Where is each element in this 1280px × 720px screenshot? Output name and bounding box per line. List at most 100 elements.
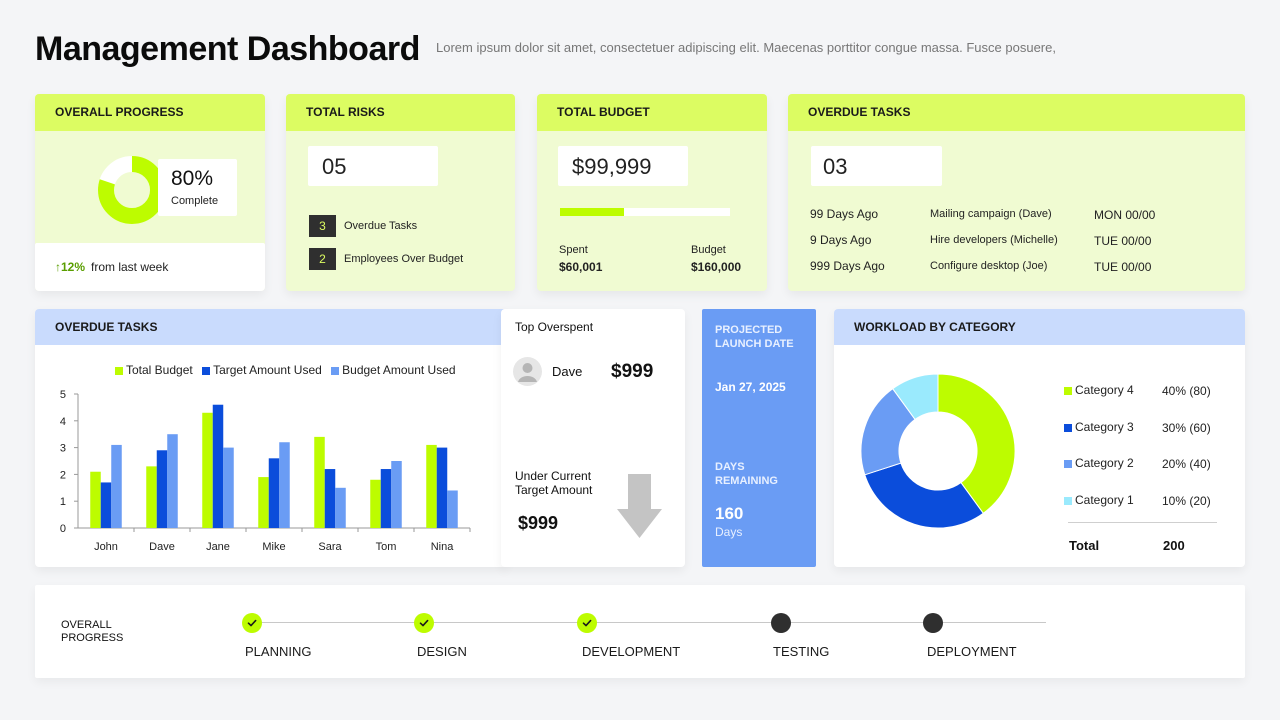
workload-title: WORKLOAD BY CATEGORY — [834, 309, 1245, 345]
step-complete-icon — [414, 613, 434, 633]
chart-legend: Total Budget Target Amount Used Budget A… — [115, 363, 456, 377]
timeline-card: OVERALL PROGRESS PLANNING DESIGN DEVELOPME… — [35, 585, 1245, 678]
arrow-down-icon — [617, 474, 662, 538]
workload-card: WORKLOAD BY CATEGORY Category 4 40% (80) C… — [834, 309, 1245, 567]
bar — [279, 442, 290, 528]
budget-spent-value: $60,001 — [559, 260, 603, 274]
days-remaining-label: DAYS — [715, 461, 745, 473]
budget-spent-label: Spent — [559, 244, 588, 256]
page-subtitle: Lorem ipsum dolor sit amet, consectetuer… — [436, 40, 1056, 55]
budget-total-label: Budget — [691, 244, 726, 256]
workload-total-value: 200 — [1163, 538, 1185, 553]
overdue-row-ago: 999 Days Ago — [810, 259, 885, 273]
step-pending-icon — [771, 613, 791, 633]
overdue-tasks-value: 03 — [823, 154, 848, 179]
legend-value: 20% (40) — [1162, 457, 1211, 471]
overdue-row-ago: 9 Days Ago — [810, 233, 872, 247]
bar — [258, 477, 269, 528]
timeline-label: PROGRESS — [61, 632, 124, 644]
under-target-value: $999 — [518, 513, 559, 533]
progress-change-box: ↑12% from last week — [35, 243, 265, 291]
bar — [314, 436, 325, 528]
step-complete-icon — [242, 613, 262, 633]
step-label: TESTING — [773, 644, 830, 659]
bar — [391, 461, 402, 528]
launch-label: PROJECTED — [715, 324, 783, 336]
step-label: DEPLOYMENT — [927, 644, 1017, 659]
bar — [436, 447, 448, 528]
step-complete-icon — [577, 613, 597, 633]
total-budget-title: TOTAL BUDGET — [537, 94, 767, 131]
overdue-row-task: Hire developers (Michelle) — [930, 234, 1058, 246]
legend-label: Category 3 — [1075, 419, 1134, 434]
overdue-chart-title: OVERDUE TASKS — [35, 309, 507, 345]
bar — [111, 444, 122, 528]
x-tick-label: Dave — [149, 541, 175, 553]
bar — [223, 447, 234, 528]
legend-label: Target Amount Used — [213, 363, 322, 377]
bar — [146, 466, 157, 528]
y-tick-label: 4 — [60, 416, 66, 428]
x-tick-label: John — [94, 541, 118, 553]
legend-label: Category 2 — [1075, 456, 1134, 470]
overdue-tasks-box: 03 — [811, 146, 942, 186]
launch-date: Jan 27, 2025 — [715, 380, 786, 394]
bar-chart: 0 1 2 3 4 5 John Dave Jane Mike Sara Tom Nina — [60, 389, 471, 553]
launch-card: PROJECTED LAUNCH DATE Jan 27, 2025 DAYS … — [702, 309, 816, 567]
x-tick-label: Tom — [376, 541, 397, 553]
days-remaining-label: REMAINING — [715, 475, 778, 487]
overdue-tasks-title: OVERDUE TASKS — [788, 94, 1245, 131]
legend-swatch — [115, 366, 123, 375]
total-risks-box: 05 — [308, 146, 438, 186]
bar — [380, 469, 392, 528]
timeline-label: OVERALL — [61, 619, 112, 631]
overdue-row-date: TUE 00/00 — [1094, 234, 1152, 248]
overdue-row-ago: 99 Days Ago — [810, 207, 879, 221]
total-risks-card: TOTAL RISKS 05 3 Overdue Tasks 2 Employe… — [286, 94, 515, 291]
bar — [268, 458, 280, 528]
total-risks-title: TOTAL RISKS — [286, 94, 515, 131]
overall-progress-card: OVERALL PROGRESS 80% Complete ↑12% from … — [35, 94, 265, 291]
total-budget-value: $99,999 — [572, 154, 652, 179]
bar — [100, 482, 112, 528]
progress-change-value: ↑12% — [55, 260, 86, 274]
bar — [426, 444, 437, 528]
step-label: DEVELOPMENT — [582, 644, 681, 659]
legend-value: 30% (60) — [1162, 420, 1211, 435]
y-tick-label: 2 — [60, 469, 66, 481]
bar — [324, 469, 336, 528]
progress-percent: 80% — [171, 167, 214, 190]
progress-change-suffix: from last week — [91, 260, 169, 274]
bar — [156, 450, 168, 528]
workload-donut — [860, 373, 1016, 529]
budget-total-value: $160,000 — [691, 260, 742, 274]
bar — [202, 412, 213, 528]
legend-swatch — [1064, 423, 1072, 432]
timeline-line — [251, 622, 1046, 623]
overdue-tasks-card: OVERDUE TASKS 03 99 Days Ago Mailing cam… — [788, 94, 1245, 291]
y-tick-label: 1 — [60, 496, 66, 508]
under-target-label: Under Current — [515, 469, 592, 483]
bar — [335, 487, 346, 528]
legend-swatch — [1064, 387, 1072, 395]
donut-slice — [937, 373, 1016, 514]
y-tick-label: 5 — [60, 389, 66, 401]
risk-item-label: Employees Over Budget — [344, 253, 464, 265]
bar — [167, 434, 178, 528]
total-budget-box: $99,999 — [558, 146, 688, 186]
under-target-label: Target Amount — [515, 483, 593, 497]
overdue-row-task: Configure desktop (Joe) — [930, 260, 1048, 272]
launch-label: LAUNCH DATE — [715, 338, 794, 350]
legend-label: Category 4 — [1075, 383, 1134, 397]
risk-count-chip: 2 — [309, 248, 336, 270]
legend-value: 10% (20) — [1162, 493, 1211, 508]
top-overspent-title: Top Overspent — [515, 320, 594, 334]
step-label: DESIGN — [417, 644, 467, 659]
progress-complete-label: Complete — [171, 195, 219, 207]
x-tick-label: Nina — [431, 541, 455, 553]
legend-swatch — [331, 366, 340, 375]
avatar-icon — [513, 357, 542, 386]
bar — [212, 404, 224, 528]
overdue-chart-card: OVERDUE TASKS Total Budget Target Amount… — [35, 309, 507, 567]
x-tick-label: Jane — [206, 541, 230, 553]
